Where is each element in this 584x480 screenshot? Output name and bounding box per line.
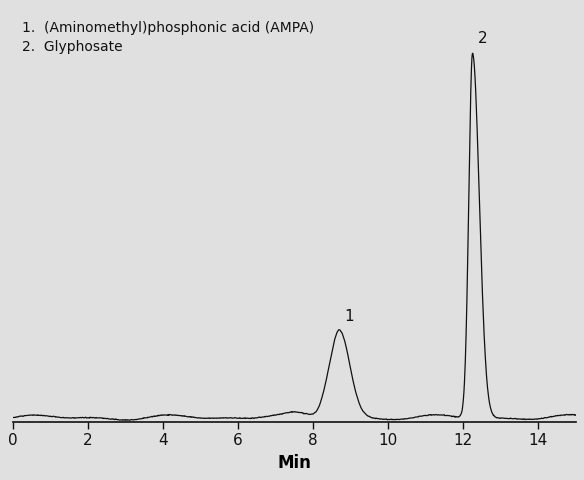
Text: 1: 1 <box>344 309 353 324</box>
X-axis label: Min: Min <box>277 454 311 472</box>
Text: 1.  (Aminomethyl)phosphonic acid (AMPA)
2.  Glyphosate: 1. (Aminomethyl)phosphonic acid (AMPA) 2… <box>22 21 314 54</box>
Text: 2: 2 <box>477 31 487 47</box>
